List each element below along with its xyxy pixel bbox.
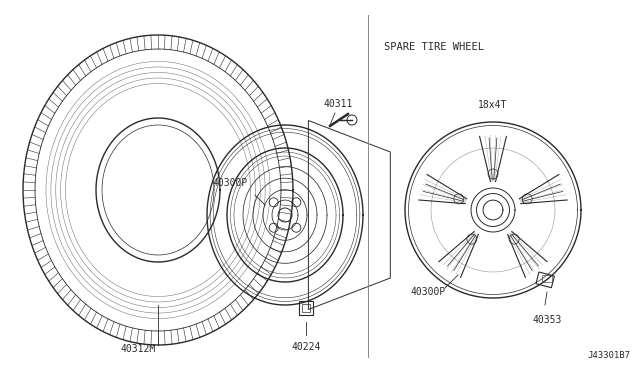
Text: SPARE TIRE WHEEL: SPARE TIRE WHEEL xyxy=(384,42,484,52)
Text: 40300P: 40300P xyxy=(212,178,248,188)
Text: J43301B7: J43301B7 xyxy=(587,351,630,360)
Bar xyxy=(299,301,313,315)
Text: 40300P: 40300P xyxy=(410,287,445,297)
Bar xyxy=(302,304,310,312)
Text: 18x4T: 18x4T xyxy=(478,100,508,110)
Bar xyxy=(542,275,552,282)
Bar xyxy=(536,272,554,288)
Text: 40224: 40224 xyxy=(291,342,321,352)
Text: 40311: 40311 xyxy=(323,99,353,109)
Text: 40312M: 40312M xyxy=(120,344,156,354)
Text: 40353: 40353 xyxy=(532,315,562,325)
